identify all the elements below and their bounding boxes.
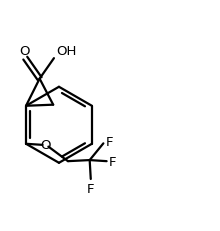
Text: F: F [106,136,114,149]
Text: O: O [19,45,29,58]
Text: F: F [87,182,95,195]
Text: OH: OH [56,45,77,58]
Text: O: O [40,139,50,152]
Text: F: F [109,155,117,168]
